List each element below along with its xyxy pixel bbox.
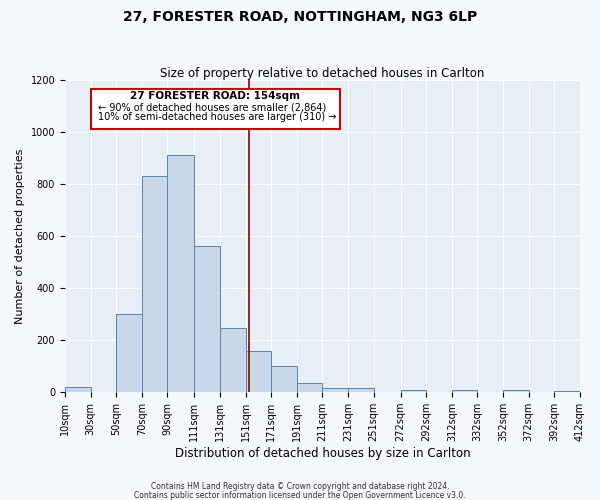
Bar — [503, 390, 529, 392]
Text: ← 90% of detached houses are smaller (2,864): ← 90% of detached houses are smaller (2,… — [98, 102, 326, 113]
Bar — [452, 390, 478, 392]
Bar — [167, 155, 194, 392]
Y-axis label: Number of detached properties: Number of detached properties — [15, 148, 25, 324]
Text: 10% of semi-detached houses are larger (310) →: 10% of semi-detached houses are larger (… — [98, 112, 337, 122]
Bar — [348, 388, 374, 392]
Bar — [65, 387, 91, 392]
Bar — [142, 176, 167, 392]
Bar — [401, 390, 426, 392]
Bar — [116, 314, 142, 392]
Bar — [194, 246, 220, 392]
Bar — [297, 383, 322, 392]
Bar — [554, 391, 580, 392]
X-axis label: Distribution of detached houses by size in Carlton: Distribution of detached houses by size … — [175, 447, 470, 460]
Title: Size of property relative to detached houses in Carlton: Size of property relative to detached ho… — [160, 66, 485, 80]
Bar — [220, 328, 245, 392]
Text: Contains HM Land Registry data © Crown copyright and database right 2024.: Contains HM Land Registry data © Crown c… — [151, 482, 449, 491]
Bar — [271, 366, 297, 392]
Text: Contains public sector information licensed under the Open Government Licence v3: Contains public sector information licen… — [134, 490, 466, 500]
Bar — [322, 388, 348, 392]
Bar — [245, 350, 271, 392]
FancyBboxPatch shape — [91, 88, 340, 129]
Text: 27, FORESTER ROAD, NOTTINGHAM, NG3 6LP: 27, FORESTER ROAD, NOTTINGHAM, NG3 6LP — [123, 10, 477, 24]
Text: 27 FORESTER ROAD: 154sqm: 27 FORESTER ROAD: 154sqm — [130, 91, 301, 101]
